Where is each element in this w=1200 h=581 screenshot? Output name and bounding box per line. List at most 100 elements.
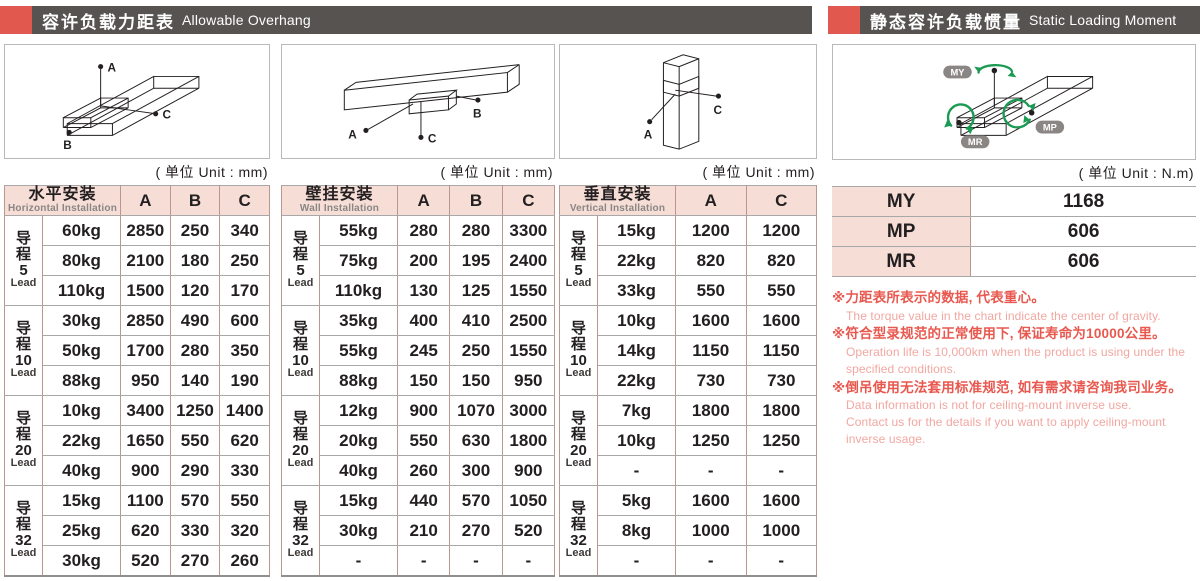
- wall-overhang-diagram: A C B: [281, 44, 555, 159]
- value-cell-a: 440: [396, 485, 451, 516]
- value-cell-c: 250: [219, 245, 270, 276]
- table-header-row: 壁挂安装 Wall Installation A B C: [281, 185, 556, 216]
- svg-text:B: B: [473, 108, 482, 121]
- load-cell: 10kg: [597, 305, 676, 336]
- load-cell: 7kg: [597, 395, 676, 426]
- value-cell-b: 1070: [449, 395, 503, 426]
- note-text-en: Contact us for the details if you want t…: [846, 414, 1166, 429]
- value-cell-b: 280: [449, 215, 503, 246]
- table-row: 30kg 520 270 260: [4, 545, 270, 577]
- lead-group-label: 导程 5 Lead: [559, 215, 598, 306]
- column-header-b: B: [169, 185, 221, 216]
- table-row: 8kg 1000 1000: [560, 515, 817, 546]
- table-row: 55kg 245 250 1550: [282, 335, 556, 366]
- table-row: 导程 20 Lead 10kg 3400 1250 1400: [4, 395, 270, 486]
- note-text-en: The torque value in the chart indicate t…: [846, 308, 1161, 323]
- unit-label: ( 单位 Unit : mm): [440, 164, 553, 180]
- value-cell-a: 1250: [675, 425, 747, 456]
- value-cell-c: 3000: [501, 395, 556, 426]
- lead-group-label: 导程 10 Lead: [559, 305, 598, 396]
- table-row: 导程 32 Lead 15kg 440 570 1050: [281, 485, 556, 577]
- load-cell: 35kg: [319, 305, 398, 336]
- moment-table-body: MY 1168 MP 606 MR 606: [832, 186, 1196, 277]
- load-cell: 15kg: [597, 215, 676, 246]
- value-cell-a: 280: [396, 215, 451, 246]
- unit-label: ( 单位 Unit : mm): [702, 164, 815, 180]
- table-row: 40kg 900 290 330: [5, 455, 270, 486]
- load-cell: 15kg: [319, 485, 398, 516]
- load-cell: 10kg: [597, 425, 676, 456]
- load-cell: 30kg: [319, 515, 398, 546]
- table-body: 导程 5 Lead 60kg 2850 250 340 80kg 2100 180 250 110kg…: [4, 215, 270, 577]
- value-cell-b: 300: [449, 455, 503, 486]
- value-cell-b: 125: [449, 275, 503, 306]
- notes-block: ※力距表所表示的数据, 代表重心。 The torque value in the…: [832, 288, 1196, 447]
- value-cell-b: 290: [169, 455, 221, 486]
- value-cell-a: 1600: [675, 485, 747, 516]
- lead-group-label: 导程 10 Lead: [4, 305, 43, 396]
- value-cell-c: 1000: [745, 515, 817, 546]
- table-row: 88kg 150 150 950: [282, 365, 556, 396]
- table-row: 33kg 550 550: [560, 275, 817, 306]
- value-cell-a: 1650: [120, 425, 171, 456]
- value-cell-a: 520: [120, 545, 171, 577]
- panel-static-loading-moment: MY MP: [832, 44, 1196, 447]
- value-cell-a: 1100: [120, 485, 171, 516]
- svg-text:MY: MY: [950, 67, 965, 77]
- lead-group-label: 导程 20 Lead: [4, 395, 43, 486]
- value-cell-c: 330: [219, 455, 270, 486]
- load-cell: 110kg: [319, 275, 398, 306]
- value-cell-b: -: [449, 545, 503, 577]
- table-vertical-installation: 垂直安装 Vertical Installation A C 导程 5 Lead 15…: [559, 185, 817, 577]
- value-cell-a: 2850: [120, 305, 171, 336]
- load-cell: 22kg: [597, 365, 676, 396]
- value-cell-c: 2400: [501, 245, 556, 276]
- value-cell-c: 170: [219, 275, 270, 306]
- table-row: 导程 10 Lead 35kg 400 410 2500: [281, 305, 556, 396]
- column-header-c: C: [745, 185, 817, 216]
- value-cell-c: 550: [745, 275, 817, 306]
- value-cell-b: 330: [169, 515, 221, 546]
- column-header-a: A: [120, 185, 171, 216]
- lead-group-label: 导程 5 Lead: [281, 215, 320, 306]
- note-text-cn: ※倒吊使用无法套用标准规范, 如有需求请咨询我司业务。: [832, 379, 1183, 395]
- load-cell: -: [319, 545, 398, 577]
- table-row: 导程 5 Lead 15kg 1200 1200: [559, 215, 817, 306]
- table-row: 导程 32 Lead 5kg 1600 1600: [559, 485, 817, 577]
- value-cell-b: 120: [169, 275, 221, 306]
- value-cell-c: 2500: [501, 305, 556, 336]
- value-cell-c: 340: [219, 215, 270, 246]
- note-text-cn: ※力距表所表示的数据, 代表重心。: [832, 290, 1046, 305]
- value-cell-a: 260: [396, 455, 451, 486]
- value-cell-c: 1200: [745, 215, 817, 246]
- value-cell-b: 140: [169, 365, 221, 396]
- value-cell-c: 1250: [745, 425, 817, 456]
- value-cell-b: 1250: [169, 395, 221, 426]
- value-cell-b: 410: [449, 305, 503, 336]
- value-cell-c: 550: [219, 485, 270, 516]
- table-row: 导程 20 Lead 7kg 1800 1800: [559, 395, 817, 486]
- moment-label: MR: [832, 246, 972, 277]
- table-row: 30kg 210 270 520: [282, 515, 556, 546]
- svg-text:C: C: [714, 104, 723, 117]
- value-cell-c: 1550: [501, 275, 556, 306]
- load-cell: 55kg: [319, 335, 398, 366]
- value-cell-c: 320: [219, 515, 270, 546]
- load-cell: 15kg: [42, 485, 121, 516]
- load-cell: 8kg: [597, 515, 676, 546]
- table-wall-installation: 壁挂安装 Wall Installation A B C 导程 5 Lead 55kg…: [281, 185, 556, 577]
- section-header-allowable-overhang: 容许负载力距表 Allowable Overhang: [0, 6, 812, 34]
- section-title-cn: 容许负载力距表: [42, 12, 175, 32]
- column-header-c: C: [501, 185, 556, 216]
- value-cell-c: 3300: [501, 215, 556, 246]
- section-title-en: Allowable Overhang: [182, 12, 311, 28]
- note-text-cn: ※符合型录规范的正常使用下, 保证寿命为10000公里。: [832, 326, 1166, 342]
- load-cell: 55kg: [319, 215, 398, 246]
- panel-vertical-installation: A C ( 单位 Unit : mm) 垂直安装 Vertical Instal…: [559, 44, 817, 577]
- table-header-row: 垂直安装 Vertical Installation A C: [559, 185, 817, 216]
- value-cell-c: 1600: [745, 485, 817, 516]
- value-cell-a: -: [396, 545, 451, 577]
- value-cell-c: 600: [219, 305, 270, 336]
- value-cell-a: 150: [396, 365, 451, 396]
- lead-group-label: 导程 20 Lead: [281, 395, 320, 486]
